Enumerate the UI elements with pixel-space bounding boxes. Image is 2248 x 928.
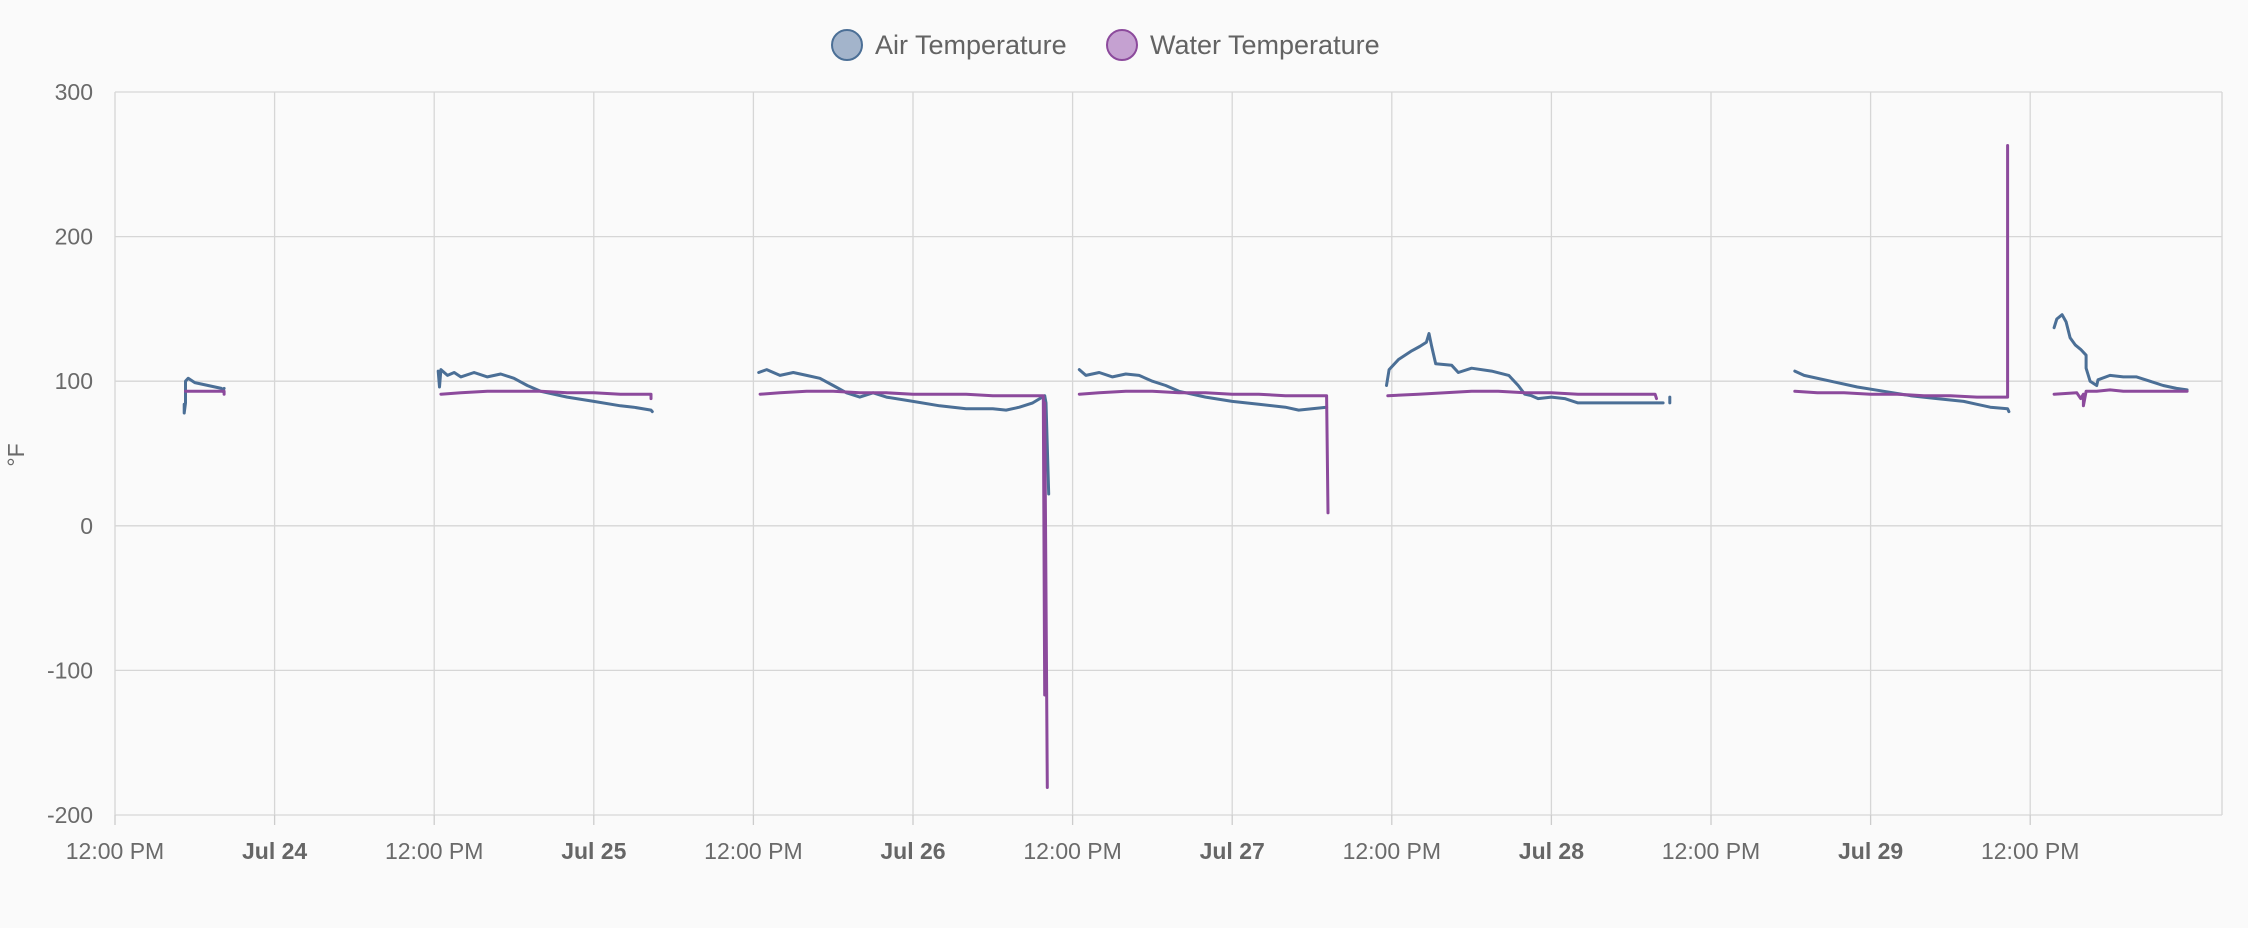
axes: 300 200 100 0 -100 -200 12:00 PM Jul 24 12:00 PM…: [3, 79, 2079, 864]
x-tick-label: 12:00 PM: [704, 838, 802, 864]
series-line: [1386, 389, 1658, 401]
legend-entry-label[interactable]: Air Temperature: [875, 30, 1067, 60]
y-tick-label: 300: [55, 79, 93, 105]
legend-entry-label[interactable]: Water Temperature: [1150, 30, 1380, 60]
grid: [114, 91, 2223, 816]
series-line: [1077, 368, 1329, 412]
y-tick-label: -200: [47, 802, 93, 828]
y-tick-label: 200: [55, 224, 93, 250]
y-tick-label: -100: [47, 657, 93, 683]
series-line: [758, 389, 1049, 789]
series-line: [1793, 144, 2010, 399]
x-tick-label: 12:00 PM: [1662, 838, 1760, 864]
legend-swatch: [831, 29, 863, 61]
series-line: [439, 389, 653, 401]
x-tick-label: Jul 24: [242, 838, 307, 864]
series-line: [1077, 389, 1330, 515]
x-tick-label: Jul 29: [1838, 838, 1903, 864]
series-line: [1385, 332, 1665, 405]
y-tick-label: 0: [80, 513, 93, 539]
series-line: [182, 376, 226, 415]
x-tick-label: 12:00 PM: [385, 838, 483, 864]
x-tick-label: 12:00 PM: [1343, 838, 1441, 864]
x-tick-label: Jul 26: [880, 838, 945, 864]
series-line: [757, 368, 1051, 496]
x-tick-label: Jul 25: [561, 838, 626, 864]
x-tick-label: 12:00 PM: [66, 838, 164, 864]
series-line: [2052, 388, 2189, 408]
series-lines: [182, 144, 2189, 789]
series-line: [436, 368, 654, 414]
series-line: [2052, 313, 2189, 392]
x-tick-label: Jul 28: [1519, 838, 1584, 864]
x-tick-label: 12:00 PM: [1981, 838, 2079, 864]
y-axis-label: °F: [3, 443, 29, 466]
series-line: [184, 389, 226, 396]
y-tick-label: 100: [55, 368, 93, 394]
legend-swatch: [1106, 29, 1138, 61]
x-tick-label: 12:00 PM: [1023, 838, 1121, 864]
x-tick-label: Jul 27: [1200, 838, 1265, 864]
legend: Air Temperature Water Temperature: [831, 29, 1380, 61]
